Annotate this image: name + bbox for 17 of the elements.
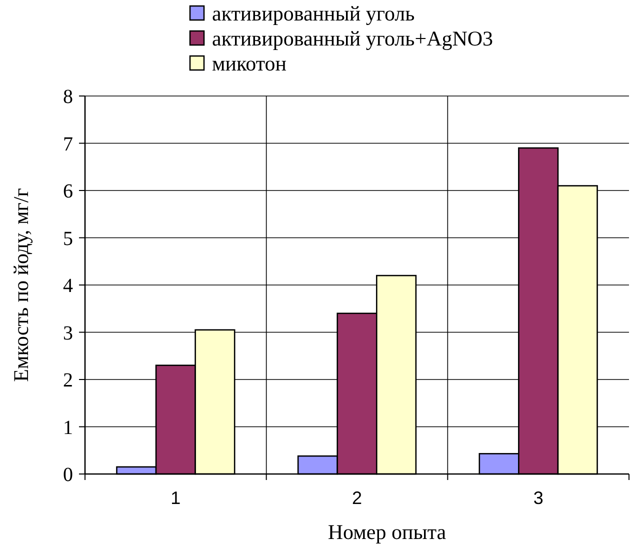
x-tick-label: 3: [533, 488, 544, 508]
y-tick-label: 1: [63, 416, 73, 439]
y-tick-label: 5: [63, 228, 73, 250]
y-tick-label: 4: [63, 275, 73, 297]
legend-label: микотон: [212, 51, 287, 76]
x-tick-label: 1: [170, 488, 181, 508]
y-tick-label: 8: [63, 86, 73, 108]
y-tick-label: 2: [63, 370, 73, 392]
y-tick-label: 6: [63, 180, 73, 202]
y-tick-label: 0: [63, 464, 73, 486]
y-tick-label: 7: [63, 133, 73, 156]
y-tick-label: 3: [63, 322, 73, 344]
legend-label: активированный уголь: [212, 1, 415, 26]
y-axis-title: Емкость по йоду, мг/г: [9, 188, 33, 382]
x-tick-label: 2: [352, 488, 362, 508]
x-axis-title: Номер опыта: [328, 520, 447, 544]
legend-label: активированный уголь+AgNO3: [212, 26, 494, 50]
